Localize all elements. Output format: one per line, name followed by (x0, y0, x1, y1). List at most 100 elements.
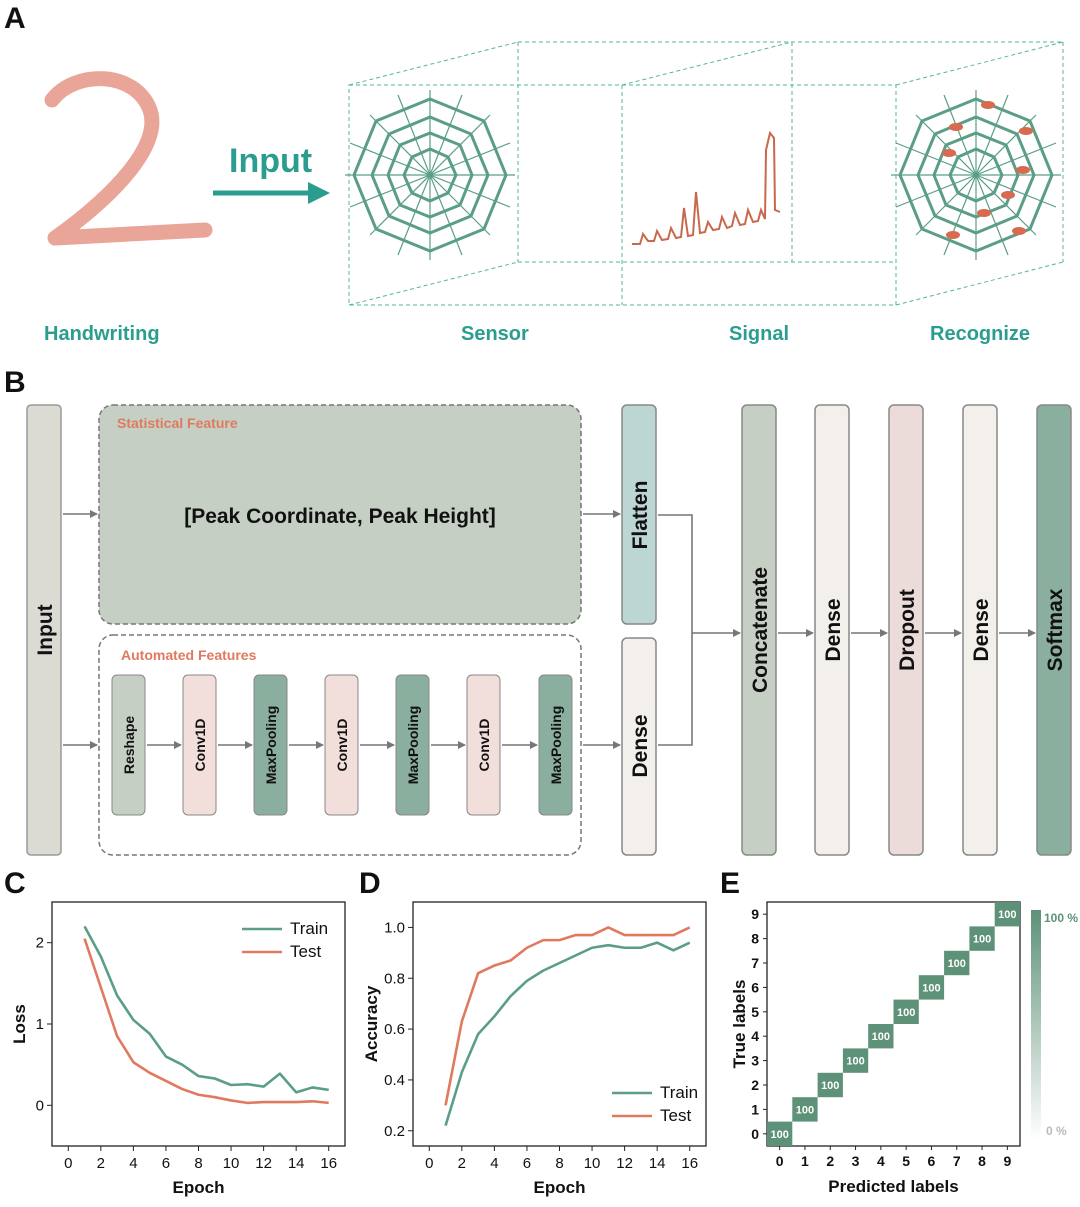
x-tick-label: 16 (681, 1155, 698, 1172)
legend-label-test: Test (660, 1106, 691, 1125)
y-tick-label: 0.2 (384, 1123, 405, 1140)
y-axis-title: True labels (730, 980, 749, 1069)
pipeline-box (348, 41, 1064, 306)
matrix-cell (944, 950, 970, 976)
x-tick-label: 4 (490, 1155, 498, 1172)
matrix-cell-value: 100 (770, 1129, 788, 1141)
flatten-label: Flatten (629, 481, 652, 550)
automated-features-title: Automated Features (121, 647, 257, 663)
maxpooling-label-2: MaxPooling (405, 706, 421, 785)
statistical-feature-title: Statistical Feature (117, 415, 238, 431)
matrix-cell-value: 100 (922, 982, 940, 994)
matrix-cell (842, 1048, 869, 1073)
reshape-block (111, 674, 146, 816)
input-arrow-label: Input (229, 142, 312, 180)
y-tick-label: 5 (751, 1004, 759, 1020)
y-tick-label: 9 (751, 906, 759, 922)
concatenate-block (741, 404, 777, 856)
spider-web-sensor-icon (345, 90, 515, 260)
series-line-test (444, 926, 691, 1106)
conv1d-block-1 (182, 674, 217, 816)
y-tick-label: 4 (751, 1028, 759, 1044)
panel-b: B Input Statistical Feature [Peak Coordi… (4, 366, 1072, 856)
panel-c-letter: C (4, 867, 26, 900)
matrix-cell-value: 100 (872, 1031, 890, 1043)
input-arrow-icon (213, 182, 330, 204)
recognize-label: Recognize (930, 323, 1030, 345)
y-tick-label: 1.0 (384, 919, 405, 936)
x-tick-label: 4 (877, 1153, 885, 1169)
y-tick-label: 2 (36, 935, 44, 952)
x-tick-label: 10 (223, 1155, 240, 1172)
y-tick-label: 2 (751, 1077, 759, 1093)
x-tick-label: 3 (852, 1153, 860, 1169)
flatten-block (621, 404, 657, 625)
signal-waveform-icon (632, 130, 781, 245)
x-tick-label: 6 (523, 1155, 531, 1172)
x-tick-label: 8 (978, 1153, 986, 1169)
x-tick-label: 10 (584, 1155, 601, 1172)
spider-web-recognize-icon (891, 90, 1061, 260)
plot-frame (51, 901, 346, 1147)
x-tick-label: 2 (826, 1153, 834, 1169)
matrix-cell (792, 1097, 818, 1122)
sensor-label: Sensor (461, 323, 529, 345)
y-tick-label: 0.8 (384, 970, 405, 987)
matrix-cell-value: 100 (973, 934, 991, 946)
flow-arrows (63, 510, 1036, 749)
reshape-label: Reshape (121, 716, 137, 775)
matrix-cell (767, 1121, 793, 1146)
x-tick-label: 4 (129, 1155, 137, 1172)
softmax-block (1036, 404, 1072, 856)
x-tick-label: 8 (555, 1155, 563, 1172)
series-line-train (83, 925, 329, 1094)
dropout-label: Dropout (896, 589, 919, 671)
x-tick-label: 6 (928, 1153, 936, 1169)
conv1d-block-3 (466, 674, 501, 816)
x-tick-label: 0 (425, 1155, 433, 1172)
y-tick-label: 0.6 (384, 1021, 405, 1038)
x-tick-label: 9 (1003, 1153, 1011, 1169)
y-tick-label: 1 (36, 1016, 44, 1033)
matrix-cell-value: 100 (897, 1007, 915, 1019)
y-tick-label: 0 (751, 1126, 759, 1142)
maxpooling-block-3 (538, 674, 573, 816)
matrix-cell-value: 100 (948, 958, 966, 970)
matrix-cell (817, 1072, 843, 1098)
x-axis-title: Predicted labels (828, 1177, 958, 1196)
matrix-cell-value: 100 (846, 1056, 864, 1068)
statistical-feature-text: [Peak Coordinate, Peak Height] (184, 505, 496, 528)
x-tick-label: 14 (649, 1155, 666, 1172)
panel-b-letter: B (4, 366, 26, 399)
colorbar-max-label: 100 % (1044, 911, 1078, 925)
dense-label-2: Dense (970, 598, 993, 661)
input-layer (26, 404, 62, 856)
softmax-label: Softmax (1044, 588, 1067, 671)
matrix-cell (918, 975, 945, 1000)
handwritten-digit-2-icon (44, 71, 213, 246)
x-tick-label: 6 (162, 1155, 170, 1172)
matrix-cell (969, 926, 995, 951)
matrix-cell (893, 999, 919, 1024)
y-tick-label: 6 (751, 979, 759, 995)
dense-block-2 (962, 404, 998, 856)
conv1d-label-3: Conv1D (476, 719, 492, 772)
x-tick-label: 1 (801, 1153, 809, 1169)
y-tick-label: 3 (751, 1053, 759, 1069)
y-tick-label: 0 (36, 1097, 44, 1114)
x-tick-label: 2 (97, 1155, 105, 1172)
legend-label-train: Train (290, 919, 328, 938)
conv1d-label-2: Conv1D (334, 719, 350, 772)
x-tick-label: 0 (776, 1153, 784, 1169)
statistical-feature-box (98, 404, 582, 625)
legend-label-test: Test (290, 942, 321, 961)
series-line-train (444, 941, 691, 1127)
accuracy-chart: 0 2 4 6 8 10 12 14 16 0.2 0.4 0.6 0.8 1.0 Epoch Accurac… (362, 901, 707, 1197)
matrix-cell (994, 902, 1020, 927)
panel-a: A Input (4, 2, 1064, 345)
dense-block-1 (814, 404, 850, 856)
x-tick-label: 0 (64, 1155, 72, 1172)
x-tick-label: 12 (255, 1155, 272, 1172)
